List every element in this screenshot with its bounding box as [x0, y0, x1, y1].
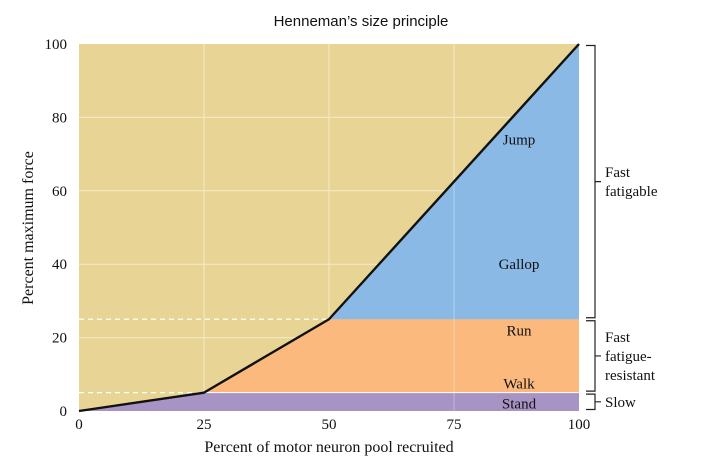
fiber-type-label: fatigue-: [605, 349, 652, 365]
recruitment-curve: [78, 43, 580, 413]
x-axis-ticks: 0 25 50 75 100: [75, 417, 590, 433]
activity-label: Gallop: [499, 257, 540, 273]
fiber-type-label: Slow: [605, 395, 636, 411]
x-tick-label: 100: [568, 417, 591, 433]
activity-label: Jump: [503, 132, 536, 148]
y-axis-label: Percent maximum force: [20, 151, 37, 305]
fiber-type-label: Fast: [605, 330, 631, 346]
y-tick-label: 80: [52, 110, 67, 126]
y-tick-label: 60: [52, 184, 67, 200]
y-tick-label: 100: [45, 37, 68, 53]
activity-label: Run: [506, 323, 532, 339]
fiber-type-label: fatigable: [605, 184, 658, 200]
fiber-type-brackets: Slow Fast fatigue-resistant Fast fatigable: [586, 44, 658, 411]
y-tick-label: 20: [52, 331, 67, 347]
y-tick-label: 40: [52, 257, 67, 273]
x-axis-label: Percent of motor neuron pool recruited: [204, 439, 453, 456]
fiber-type-bracket: [586, 44, 601, 319]
x-tick-label: 50: [322, 417, 337, 433]
y-tick-label: 0: [60, 404, 68, 420]
y-axis-ticks: 0 20 40 60 80 100: [45, 37, 68, 420]
x-tick-label: 25: [197, 417, 212, 433]
activity-labels: Stand Walk Run Gallop Jump: [499, 132, 540, 412]
activity-label: Walk: [503, 376, 535, 392]
fiber-type-bracket: [586, 320, 601, 392]
x-tick-label: 0: [75, 417, 83, 433]
fiber-type-label: Fast: [605, 165, 631, 181]
x-tick-label: 75: [447, 417, 462, 433]
slow-region: [79, 392, 579, 411]
fiber-type-label: resistant: [605, 368, 656, 384]
plot-area: [78, 43, 580, 413]
chart-title: Henneman’s size principle: [274, 13, 449, 30]
activity-label: Stand: [502, 397, 537, 413]
fiber-type-bracket: [586, 393, 601, 411]
